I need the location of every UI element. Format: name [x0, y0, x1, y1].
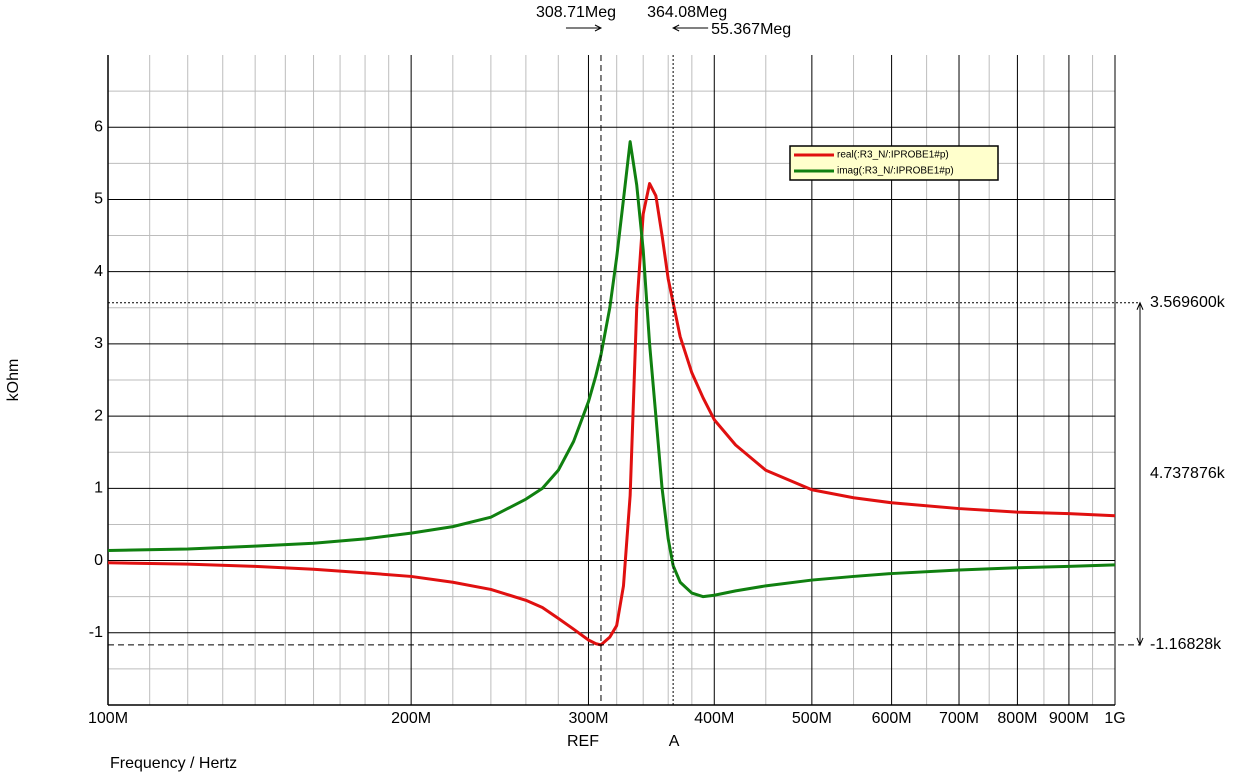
x-tick-label: 300M	[568, 710, 608, 727]
legend-label: imag(:R3_N/:IPROBE1#p)	[837, 166, 954, 177]
x-tick-label: 900M	[1049, 710, 1089, 727]
legend: real(:R3_N/:IPROBE1#p) imag(:R3_N/:IPROBE…	[789, 145, 999, 181]
y-tick-label: 2	[94, 407, 103, 424]
legend-label: real(:R3_N/:IPROBE1#p)	[837, 150, 949, 161]
x-tick-label: 600M	[872, 710, 912, 727]
cursor-x-label: 364.08Meg	[647, 4, 727, 21]
y-tick-label: 3	[94, 335, 103, 352]
x-tick-label: 500M	[792, 710, 832, 727]
delta-arrow	[1136, 301, 1144, 647]
series-line	[107, 140, 1116, 599]
y-tick-label: 0	[94, 552, 103, 569]
y-tick-label: 4	[94, 263, 103, 280]
cursor-name: REF	[567, 733, 599, 750]
y-tick-label: 6	[94, 118, 103, 135]
x-tick-label: 100M	[88, 710, 128, 727]
x-tick-label: 1G	[1104, 710, 1125, 727]
y-tick-label: 5	[94, 191, 103, 208]
cursor-name: A	[669, 733, 680, 750]
cursor-y-label: 3.569600k	[1150, 294, 1226, 311]
cursor-x-label: 308.71Meg	[536, 4, 616, 21]
delta-arrow	[672, 24, 709, 32]
x-tick-label: 400M	[694, 710, 734, 727]
x-tick-label: 200M	[391, 710, 431, 727]
series-line	[107, 182, 1116, 647]
delta-arrow	[565, 24, 603, 32]
y-tick-label: -1	[89, 624, 103, 641]
y-tick-label: 1	[94, 480, 103, 497]
x-tick-label: 800M	[997, 710, 1037, 727]
legend-box	[789, 145, 999, 181]
y-axis-label: kOhm	[5, 359, 22, 402]
delta-y-label: 4.737876k	[1150, 465, 1226, 482]
cursor-y-label: -1.16828k	[1150, 636, 1222, 653]
x-tick-label: 700M	[939, 710, 979, 727]
delta-x-label: 55.367Meg	[711, 21, 791, 38]
x-axis-label: Frequency / Hertz	[110, 755, 237, 772]
